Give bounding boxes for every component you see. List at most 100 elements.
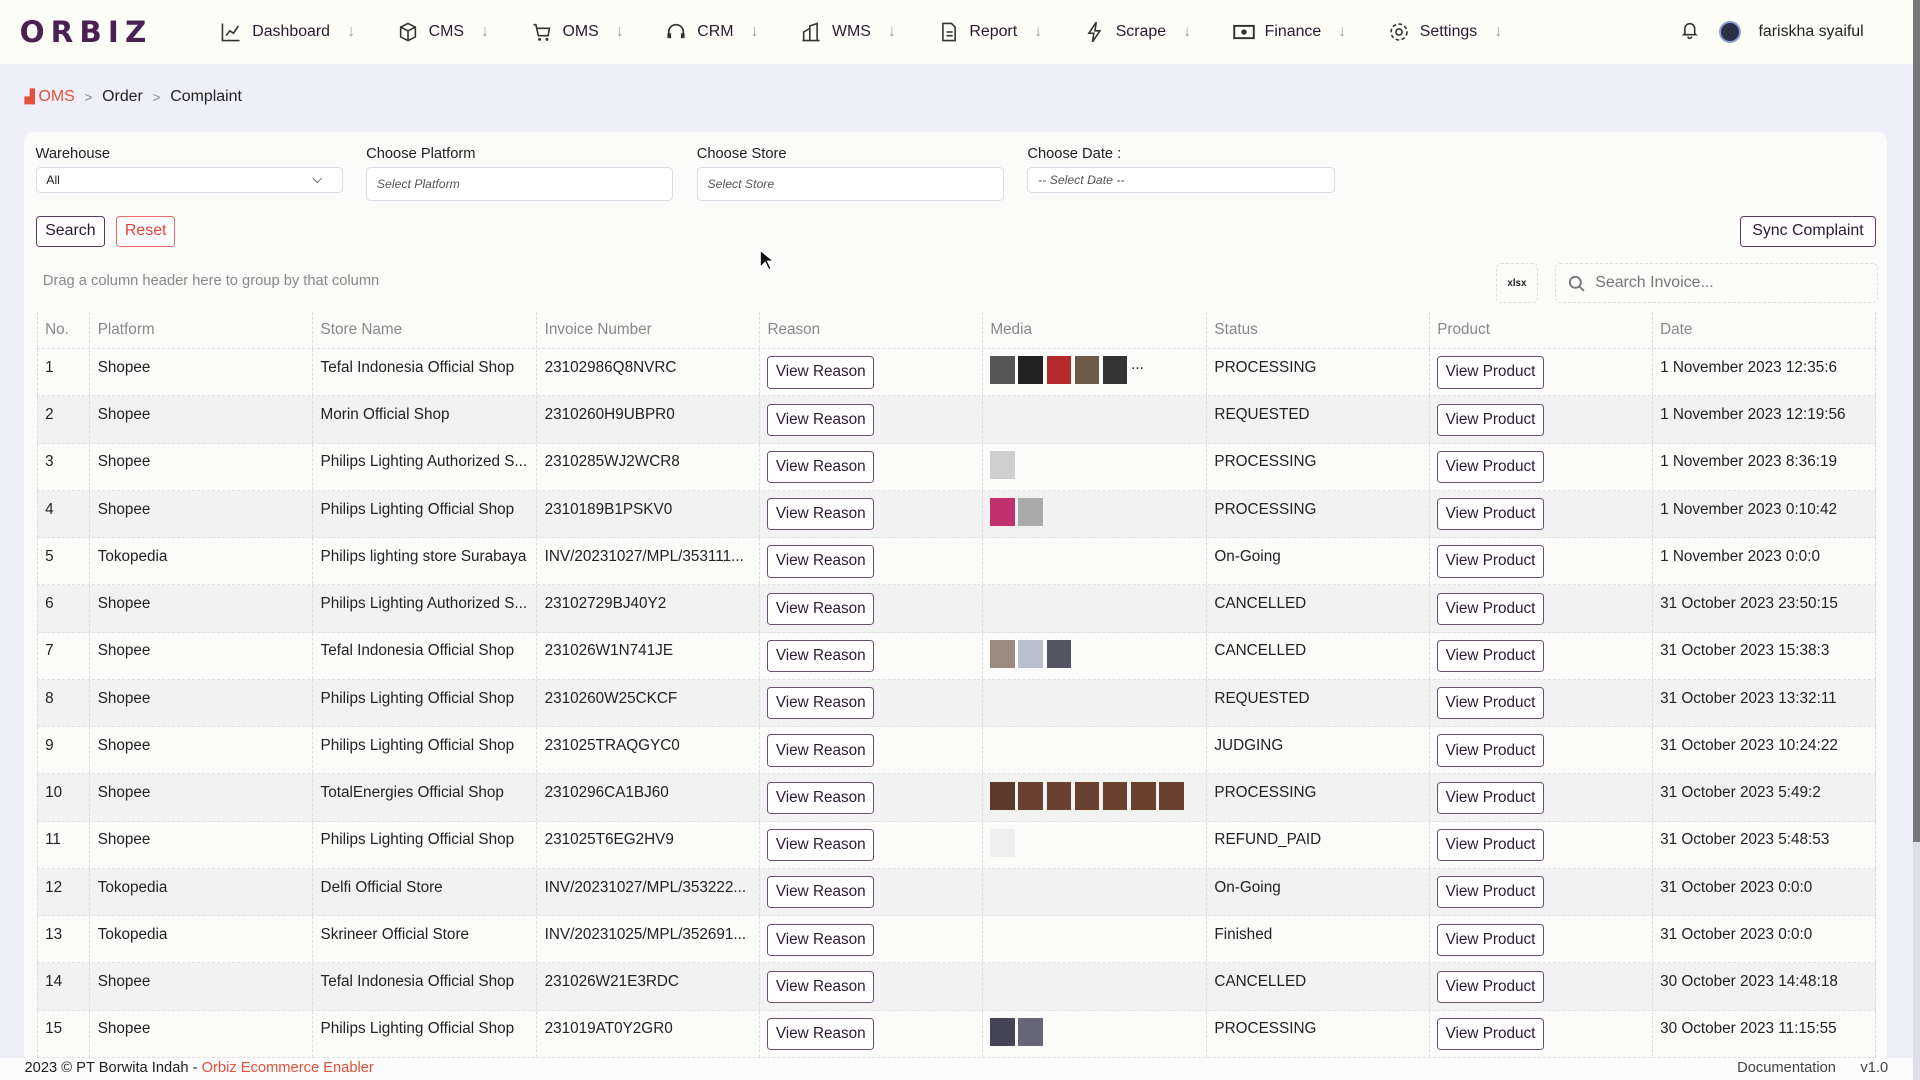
media-thumbnail[interactable] [1046,639,1072,669]
media-thumbnail[interactable] [1046,356,1072,385]
media-thumbnail[interactable] [1018,781,1043,810]
view-reason-button[interactable]: View Reason [767,970,875,1003]
footer: 2023 © PT Borwita Indah - Orbiz Ecommerc… [0,1057,1913,1080]
view-reason-button[interactable]: View Reason [767,545,875,578]
nav-oms[interactable]: OMS ↓ [531,21,624,43]
column-header[interactable]: No. [36,312,90,348]
nav-settings[interactable]: Settings ↓ [1388,21,1502,43]
view-reason-button[interactable]: View Reason [767,828,875,862]
media-thumbnail[interactable] [990,356,1015,385]
view-reason-button[interactable]: View Reason [767,403,875,436]
store-select[interactable]: Select Store [696,166,1005,201]
date-input[interactable]: -- Select Date -- [1027,166,1335,194]
media-thumbnail[interactable] [1074,781,1100,810]
nav-wms[interactable]: WMS ↓ [800,21,896,43]
warehouse-select[interactable]: All ⌵ [35,166,343,194]
column-header[interactable]: Status [1206,312,1429,348]
view-product-button[interactable]: View Product [1437,498,1544,531]
chart-line-icon [222,23,240,42]
view-reason-button[interactable]: View Reason [767,639,875,673]
view-reason-button[interactable]: View Reason [767,356,875,389]
media-thumbnail[interactable] [1018,639,1043,669]
column-header[interactable]: Invoice Number [536,312,759,348]
view-product-button[interactable]: View Product [1437,450,1544,484]
cell-no: 5 [36,538,90,585]
reset-button[interactable]: Reset [116,215,176,248]
nav-report[interactable]: Report ↓ [938,21,1042,43]
media-thumbnail[interactable] [1018,498,1043,527]
view-product-button[interactable]: View Product [1437,403,1544,436]
media-thumbnail[interactable] [990,781,1015,810]
cell-product: View Product [1428,821,1652,868]
media-thumbnail[interactable] [1018,356,1043,385]
media-thumbnail[interactable] [990,1018,1015,1047]
export-xlsx-button[interactable]: xlsx [1496,263,1538,304]
cell-reason: View Reason [759,963,982,1010]
media-thumbnail[interactable] [1159,781,1184,810]
media-thumbnail[interactable] [990,498,1015,527]
column-header[interactable]: Platform [89,312,312,348]
view-product-button[interactable]: View Product [1437,734,1544,767]
media-thumbnail[interactable] [990,639,1015,669]
column-header[interactable]: Reason [759,312,982,348]
documentation-link[interactable]: Documentation [1737,1060,1836,1077]
column-header[interactable]: Media [981,312,1206,348]
bell-icon[interactable] [1680,20,1700,45]
nav-dashboard[interactable]: Dashboard ↓ [220,21,355,43]
view-reason-button[interactable]: View Reason [767,923,875,956]
media-thumbnail[interactable] [1046,781,1072,810]
column-header[interactable]: Store Name [312,312,536,348]
view-product-button[interactable]: View Product [1437,687,1544,720]
view-product-button[interactable]: View Product [1437,592,1544,625]
view-reason-button[interactable]: View Reason [767,781,875,814]
avatar[interactable] [1719,20,1742,43]
nav-finance[interactable]: Finance ↓ [1233,21,1346,43]
more-media[interactable]: ... [1131,356,1144,374]
media-thumbnail[interactable] [1131,781,1156,810]
column-header[interactable]: Date [1651,312,1876,348]
media-thumbnail[interactable] [1102,781,1128,810]
nav-crm[interactable]: CRM ↓ [665,21,759,43]
media-thumbnail[interactable] [990,828,1015,858]
search-button[interactable]: Search [35,215,106,248]
view-product-button[interactable]: View Product [1437,1018,1544,1051]
orbiz-logo[interactable]: ORBIZ [19,14,153,49]
nav-scrape[interactable]: Scrape ↓ [1084,21,1191,43]
brand-link[interactable]: Orbiz Ecommerce Enabler [201,1060,374,1077]
view-reason-button[interactable]: View Reason [767,450,875,484]
cell-platform: Shopee [89,1010,312,1057]
view-reason-button[interactable]: View Reason [767,734,875,767]
view-product-button[interactable]: View Product [1437,923,1544,956]
view-product-button[interactable]: View Product [1437,828,1544,862]
search-invoice-input[interactable]: Search Invoice... [1555,263,1878,304]
cell-media [981,443,1206,490]
breadcrumb-oms[interactable]: OMS [38,88,75,106]
media-thumbnail[interactable] [990,450,1015,479]
nav-cms[interactable]: CMS ↓ [397,21,489,43]
nav-label: Report [969,22,1018,40]
view-reason-button[interactable]: View Reason [767,498,875,531]
view-reason-button[interactable]: View Reason [767,1018,875,1051]
view-product-button[interactable]: View Product [1437,639,1544,673]
media-thumbnail[interactable] [1074,356,1100,385]
headset-icon [667,23,686,38]
scrollbar-thumb[interactable] [1912,0,1920,843]
arrow-down-icon: ↓ [481,22,490,40]
user-name[interactable]: fariskha syaiful [1758,22,1864,40]
column-header[interactable]: Product [1428,312,1652,348]
platform-select[interactable]: Select Platform [366,166,674,201]
view-product-button[interactable]: View Product [1437,356,1544,389]
view-product-button[interactable]: View Product [1437,545,1544,578]
breadcrumb-order[interactable]: Order [102,88,143,106]
page-scrollbar[interactable] [1912,0,1920,1080]
media-thumbnail[interactable] [1102,356,1128,385]
view-reason-button[interactable]: View Reason [767,592,875,625]
view-reason-button[interactable]: View Reason [767,687,875,720]
view-reason-button[interactable]: View Reason [767,876,875,909]
sync-complaint-button[interactable]: Sync Complaint [1740,215,1876,248]
view-product-button[interactable]: View Product [1437,781,1544,814]
search-placeholder: Search Invoice... [1595,274,1714,292]
view-product-button[interactable]: View Product [1437,970,1544,1003]
media-thumbnail[interactable] [1018,1018,1043,1047]
view-product-button[interactable]: View Product [1437,876,1544,909]
